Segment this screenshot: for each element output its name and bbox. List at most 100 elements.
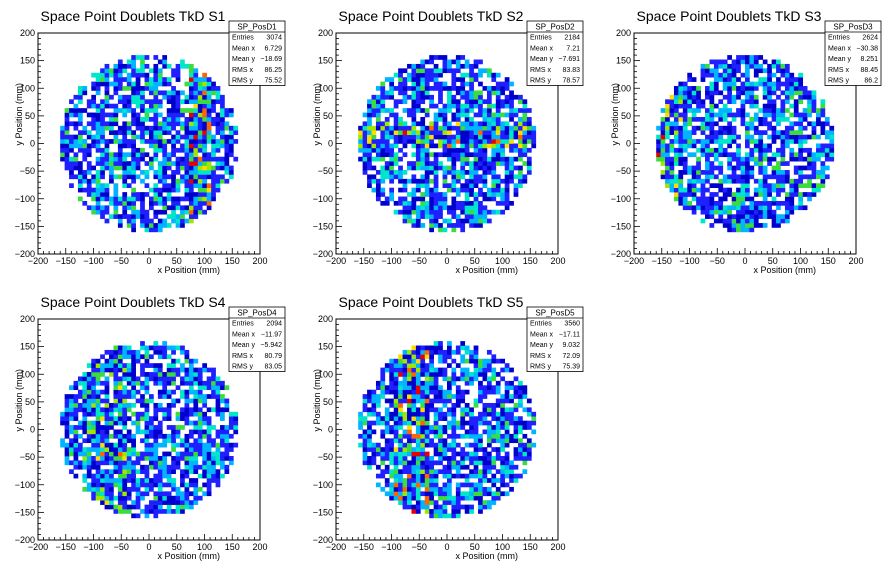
heatmap-cell: [460, 200, 466, 206]
heatmap-cell: [166, 438, 172, 444]
heatmap-cell: [469, 170, 474, 175]
heatmap-cell: [149, 420, 154, 426]
heatmap-cell: [358, 442, 363, 448]
heatmap-cell: [447, 130, 452, 135]
heatmap-cell: [140, 170, 145, 175]
heatmap-cell: [433, 380, 439, 386]
heatmap-cell: [500, 442, 506, 448]
stats-label: RMS x: [232, 67, 254, 74]
heatmap-cell: [166, 402, 172, 408]
heatmap-cell: [447, 152, 452, 158]
heatmap-cell: [206, 90, 212, 96]
heatmap-cell: [91, 486, 97, 492]
heatmap-cell: [424, 174, 430, 180]
heatmap-cell: [86, 103, 92, 109]
heatmap-cell: [371, 156, 377, 162]
heatmap-cell: [77, 108, 83, 113]
heatmap-cell: [424, 451, 430, 457]
heatmap-cell: [731, 152, 737, 158]
heatmap-cell: [709, 90, 715, 96]
heatmap-cell: [420, 438, 426, 444]
heatmap-cell: [420, 59, 426, 65]
heatmap-cell: [358, 147, 363, 153]
heatmap-cell: [415, 205, 421, 211]
heatmap-cell: [407, 504, 412, 510]
heatmap-cell: [188, 200, 194, 206]
heatmap-cell: [358, 411, 363, 417]
heatmap-cell: [482, 209, 488, 215]
heatmap-cell: [518, 94, 523, 100]
heatmap-cell: [411, 152, 417, 158]
heatmap-cell: [398, 411, 403, 417]
heatmap-cell: [784, 90, 790, 96]
heatmap-cell: [197, 86, 203, 91]
heatmap-cell: [197, 187, 203, 193]
heatmap-cell: [113, 196, 119, 202]
heatmap-cell: [736, 147, 741, 153]
heatmap-cell: [447, 464, 452, 470]
heatmap-cell: [758, 81, 764, 87]
heatmap-cell: [433, 376, 439, 382]
heatmap-cell: [500, 161, 506, 166]
heatmap-cell: [215, 94, 221, 100]
heatmap-cell: [438, 451, 443, 457]
heatmap-cell: [780, 112, 786, 118]
heatmap-cell: [415, 99, 421, 105]
heatmap-cell: [798, 183, 804, 188]
heatmap-cell: [180, 394, 185, 399]
heatmap-cell: [140, 99, 145, 105]
heatmap-cell: [220, 407, 225, 413]
heatmap-cell: [482, 416, 488, 421]
heatmap-cell: [73, 380, 79, 386]
heatmap-cell: [113, 63, 119, 69]
heatmap-cell: [149, 354, 154, 360]
heatmap-cell: [180, 380, 185, 386]
heatmap-cell: [749, 170, 755, 175]
heatmap-cell: [464, 491, 470, 497]
heatmap-cell: [411, 402, 417, 408]
heatmap-cell: [157, 178, 163, 184]
heatmap-cell: [402, 81, 408, 87]
heatmap-cell: [424, 59, 430, 65]
heatmap-cell: [367, 429, 372, 435]
heatmap-cell: [77, 187, 83, 193]
heatmap-cell: [77, 425, 83, 430]
heatmap-cell: [193, 429, 199, 435]
heatmap-cell: [451, 196, 457, 202]
heatmap-cell: [157, 112, 163, 118]
heatmap-cell: [660, 130, 666, 135]
heatmap-cell: [415, 147, 421, 153]
heatmap-cell: [429, 469, 434, 474]
heatmap-cell: [504, 411, 510, 417]
heatmap-cell: [358, 425, 363, 430]
heatmap-cell: [420, 143, 426, 149]
heatmap-cell: [407, 63, 412, 69]
heatmap-cell: [389, 411, 395, 417]
heatmap-cell: [451, 464, 457, 470]
heatmap-cell: [420, 72, 426, 78]
heatmap-cell: [700, 187, 706, 193]
heatmap-cell: [705, 72, 710, 78]
heatmap-cell: [224, 442, 230, 448]
heatmap-cell: [736, 63, 741, 69]
heatmap-cell: [175, 500, 181, 505]
heatmap-cell: [486, 385, 492, 391]
heatmap-cell: [171, 161, 176, 166]
heatmap-cell: [82, 473, 88, 479]
heatmap-cell: [157, 103, 163, 109]
heatmap-cell: [424, 192, 430, 197]
heatmap-cell: [482, 152, 488, 158]
heatmap-cell: [526, 447, 532, 452]
y-tick-label: −150: [15, 221, 35, 231]
heatmap-cell: [731, 72, 737, 78]
heatmap-cell: [362, 125, 368, 131]
heatmap-cell: [358, 433, 363, 439]
heatmap-cell: [91, 187, 97, 193]
heatmap-cell: [687, 108, 693, 113]
heatmap-cell: [215, 174, 221, 180]
heatmap-cell: [215, 161, 221, 166]
heatmap-cell: [220, 416, 225, 421]
heatmap-cell: [104, 81, 110, 87]
heatmap-cell: [424, 161, 430, 166]
heatmap-cell: [91, 174, 97, 180]
